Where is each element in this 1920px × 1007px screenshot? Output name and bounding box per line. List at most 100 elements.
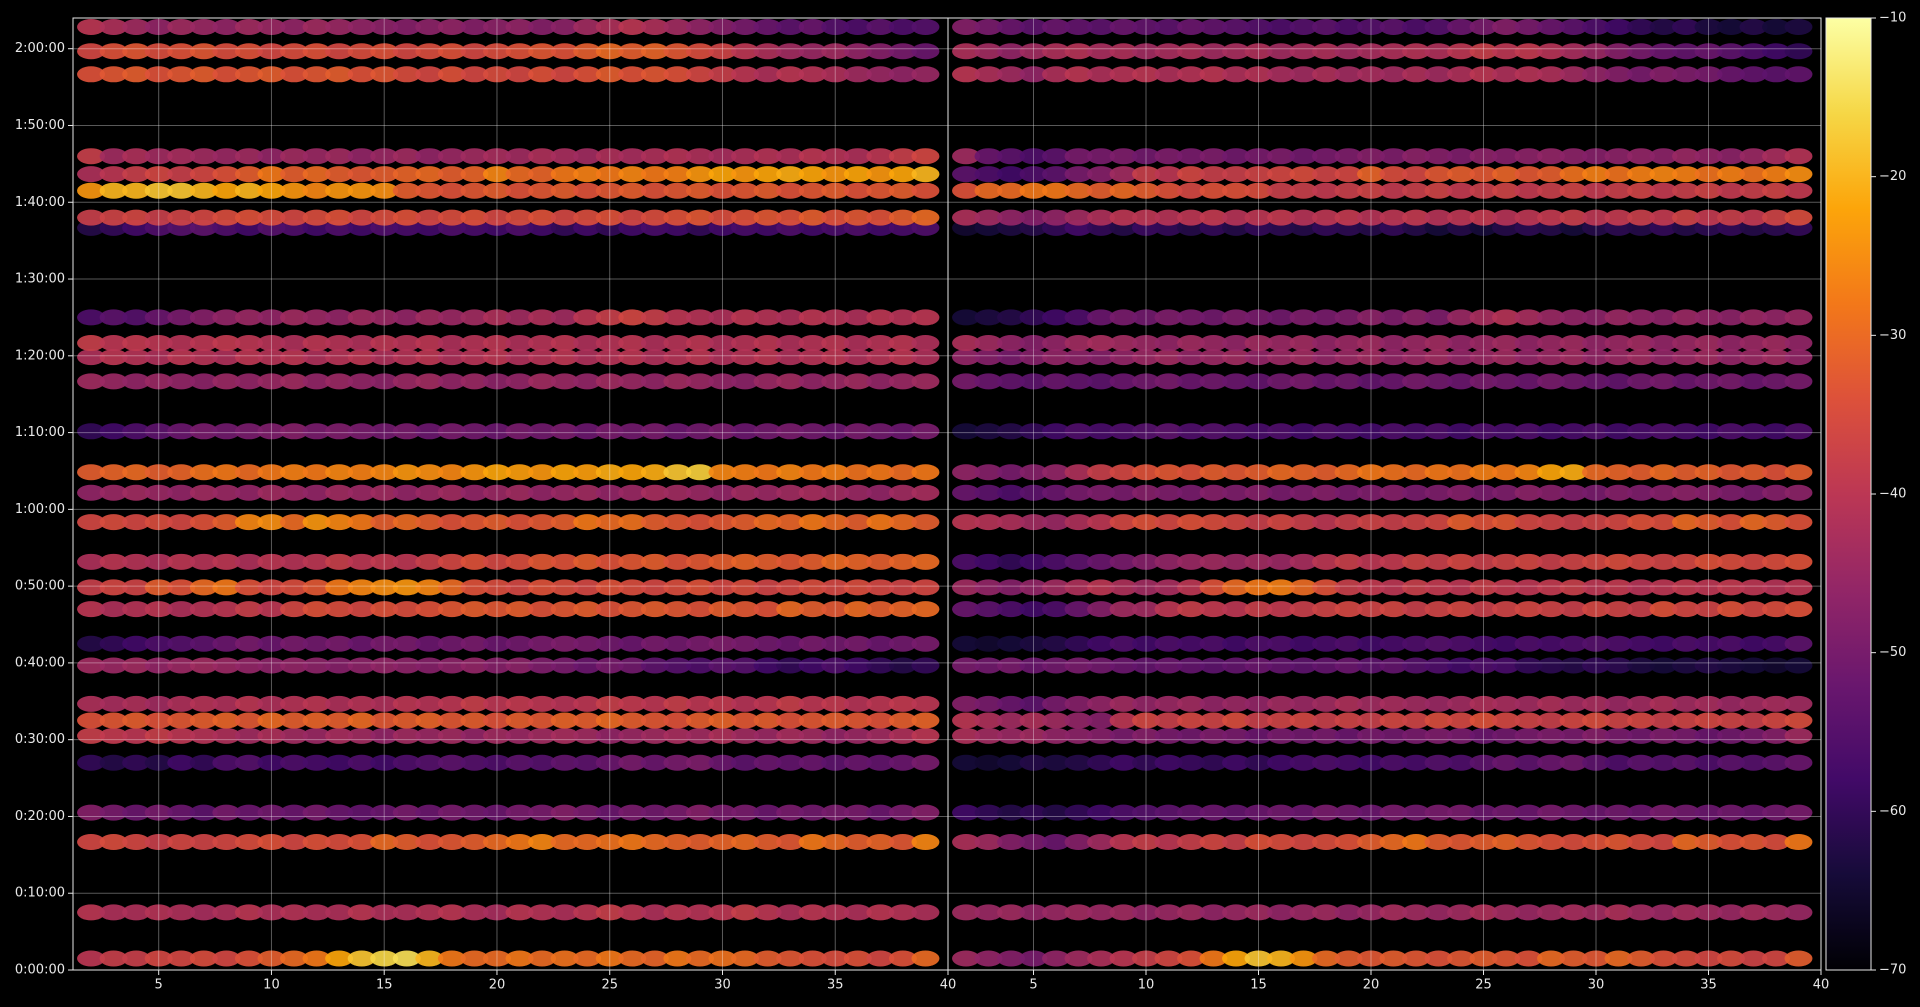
heat-cell (347, 148, 376, 165)
heat-cell (1087, 712, 1115, 729)
heat-cell (1244, 148, 1273, 165)
heat-cell (1267, 309, 1295, 326)
heat-cell (1064, 695, 1093, 712)
heat-cell (257, 804, 286, 821)
heat-cell (1559, 182, 1588, 199)
heat-cell (1694, 727, 1723, 744)
heat-cell (1739, 209, 1768, 226)
heat-cell (1312, 834, 1340, 851)
heat-cell (1582, 579, 1610, 596)
heat-cell (1627, 148, 1655, 165)
heat-cell (974, 695, 1003, 712)
heat-cell (663, 553, 692, 570)
heat-cell (234, 834, 263, 851)
x-tick-label: 25 (1475, 978, 1492, 993)
heat-cell (776, 712, 805, 729)
heat-cell (1627, 43, 1655, 60)
heat-cell (370, 148, 399, 165)
heat-cell (189, 804, 218, 821)
heat-cell (663, 182, 692, 199)
heat-cell (392, 335, 421, 352)
heat-cell (460, 754, 489, 771)
heat-cell (370, 43, 399, 60)
heat-cell (1154, 553, 1183, 570)
heat-cell (708, 43, 737, 60)
heat-cell (505, 373, 534, 390)
heat-cell (1447, 834, 1475, 851)
heat-cell (302, 373, 331, 390)
heat-cell (1537, 349, 1565, 366)
heat-cell (1087, 373, 1115, 390)
heat-cell (1019, 601, 1048, 618)
heat-cell (280, 754, 308, 771)
heat-cell (843, 601, 872, 618)
heat-cell (1514, 18, 1543, 35)
heat-cell (1627, 950, 1655, 967)
heat-cell (167, 423, 196, 440)
heat-cell (1604, 804, 1633, 821)
heat-cell (1109, 43, 1138, 60)
heat-cell (302, 335, 331, 352)
heat-cell (144, 635, 173, 652)
heat-cell (189, 166, 218, 183)
heat-cell (1694, 66, 1723, 83)
heat-cell (1042, 579, 1070, 596)
heat-cell (505, 464, 534, 481)
heat-cell (753, 601, 782, 618)
heat-cell (866, 712, 895, 729)
heat-cell (1379, 712, 1408, 729)
heat-cell (460, 18, 489, 35)
heat-cell (257, 66, 286, 83)
heat-cell (437, 834, 466, 851)
heat-cell (482, 834, 511, 851)
heat-cell (1132, 335, 1160, 352)
heat-cell (708, 727, 737, 744)
heat-cell (257, 166, 286, 183)
heat-cell (1672, 464, 1700, 481)
heat-cell (189, 695, 218, 712)
heat-cell (1064, 804, 1093, 821)
heat-cell (1334, 335, 1363, 352)
heat-cell (866, 553, 895, 570)
heatmap-cells (952, 18, 1813, 967)
heat-cell (325, 514, 354, 531)
heat-cell (1672, 166, 1700, 183)
heat-cell (257, 484, 286, 501)
heat-cell (1177, 335, 1205, 352)
heat-cell (1267, 148, 1295, 165)
heat-cell (347, 514, 376, 531)
heat-cell (189, 18, 218, 35)
heat-cell (1717, 834, 1745, 851)
heat-cell (144, 309, 173, 326)
heat-cell (392, 373, 421, 390)
heat-cell (122, 514, 151, 531)
heat-cell (573, 335, 602, 352)
heat-cell (595, 514, 624, 531)
heat-cell (595, 695, 624, 712)
heat-cell (974, 373, 1003, 390)
heat-cell (1379, 335, 1408, 352)
heat-cell (122, 423, 151, 440)
heat-cell (1784, 657, 1813, 674)
heat-cell (1649, 349, 1678, 366)
heat-cell (99, 804, 128, 821)
heat-cell (1762, 484, 1790, 501)
heat-cell (843, 635, 872, 652)
heat-cell (685, 182, 714, 199)
heat-cell (1582, 834, 1610, 851)
heat-cell (1559, 43, 1588, 60)
heat-cell (1379, 834, 1408, 851)
heat-cell (482, 484, 511, 501)
heat-cell (888, 754, 917, 771)
heat-cell (77, 182, 106, 199)
heat-cell (1469, 601, 1498, 618)
heat-cell (122, 166, 151, 183)
heat-cell (1334, 43, 1363, 60)
heat-cell (189, 514, 218, 531)
heat-cell (1177, 148, 1205, 165)
heat-cell (1784, 373, 1813, 390)
heat-cell (1582, 148, 1610, 165)
heat-cell (550, 209, 579, 226)
heat-cell (1739, 754, 1768, 771)
heat-cell (1177, 166, 1205, 183)
